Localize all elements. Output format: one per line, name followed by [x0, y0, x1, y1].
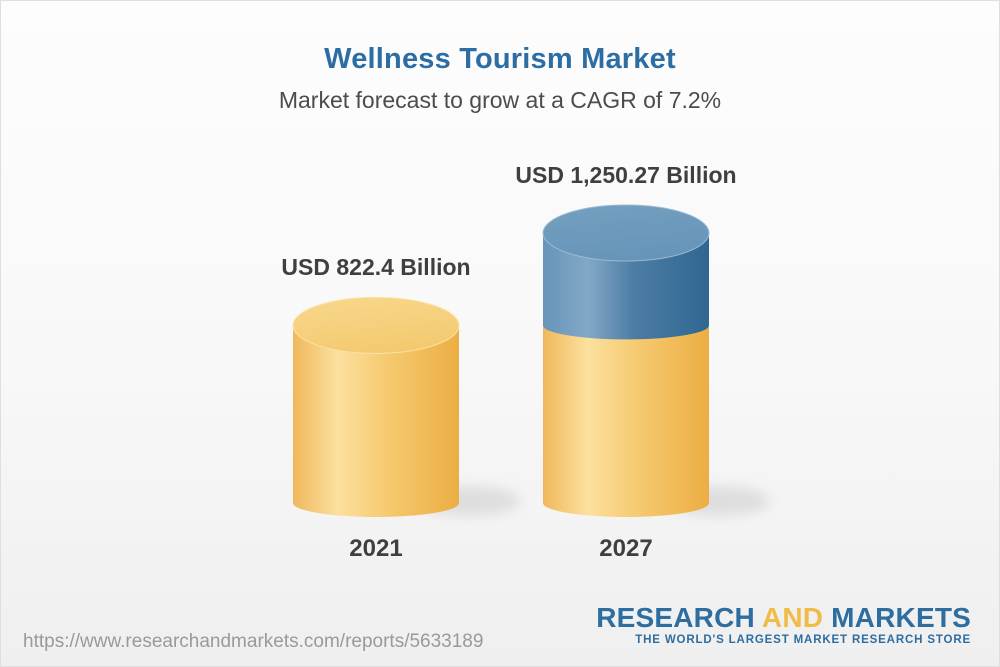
page-subtitle: Market forecast to grow at a CAGR of 7.2… [278, 87, 722, 113]
logo-word-markets: MARKETS [831, 602, 971, 633]
value-label-2027: USD 1,250.27 Billion [515, 162, 737, 188]
logo-tagline: THE WORLD'S LARGEST MARKET RESEARCH STOR… [635, 634, 971, 646]
value-label-2021: USD 822.4 Billion [281, 254, 471, 281]
logo-word-and: AND [761, 602, 824, 633]
page-title: Wellness Tourism Market [324, 43, 676, 75]
category-label-2021: 2021 [349, 535, 403, 562]
logo-wordmark: RESEARCH AND MARKETS [596, 602, 971, 633]
category-label-2027: 2027 [599, 535, 653, 562]
cylinder-bar-chart [292, 204, 770, 517]
research-and-markets-logo: RESEARCH AND MARKETS THE WORLD'S LARGEST… [596, 602, 971, 647]
logo-word-research: RESEARCH [596, 602, 755, 633]
source-url: https://www.researchandmarkets.com/repor… [23, 631, 484, 652]
